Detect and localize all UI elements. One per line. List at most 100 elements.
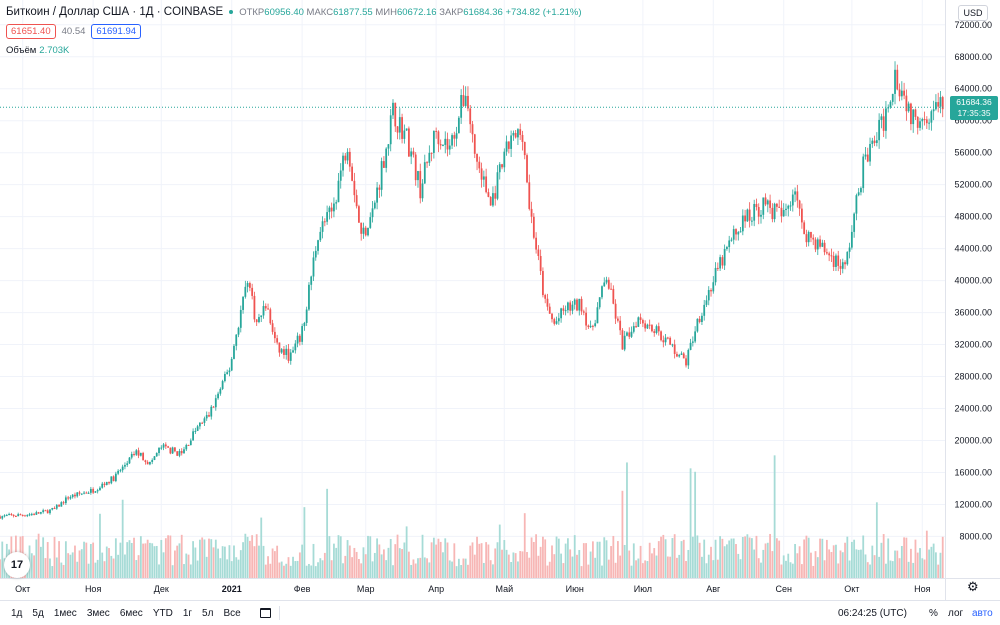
range-3m-button[interactable]: 3мес [86,607,110,619]
candle-body [83,492,85,494]
volume-bar [878,556,881,578]
volume-bar [587,564,590,578]
volume-bar [371,561,374,578]
volume-legend[interactable]: Объём 2.703K [6,45,69,56]
volume-bar [548,561,551,578]
last-price-value: 61684.36 [956,97,992,107]
volume-bar [710,546,712,578]
candle-body [124,464,126,467]
buy-price-button[interactable]: 61691.94 [91,24,142,39]
volume-bar [775,538,778,578]
volume-bar [464,558,467,578]
volume-bar [644,560,647,578]
candle-body [898,89,901,97]
candle-body [30,513,33,515]
candle-body [392,102,394,116]
volume-bar [510,562,513,578]
volume-bar [369,536,372,578]
candle-body [480,168,483,180]
volume-bar [496,542,499,578]
price-chart[interactable]: 8000.00 12000.00 16000.00 20000.00 24000.00 2… [0,0,1000,600]
candle-body [428,152,431,163]
candle-body [648,324,651,326]
candle-body [407,128,410,157]
candle-body [367,227,369,236]
volume-bar [630,565,633,578]
candle-body [705,300,708,305]
candle-body [744,215,746,222]
log-scale-toggle[interactable]: лог [948,607,964,619]
candle-body [510,135,513,149]
range-1d-button[interactable]: 1д [11,607,23,619]
volume-bar [446,542,449,578]
candle-body [87,492,90,494]
volume-bar [192,541,194,578]
x-tick-label: Июл [634,584,652,594]
candle-body [680,353,683,355]
candle-body [501,164,503,168]
calendar-icon[interactable] [259,608,271,618]
candle-body [208,415,210,417]
symbol-title[interactable]: Биткоин / Доллар США · 1Д · COINBASE [6,6,224,18]
candle-body [939,97,942,107]
volume-bar [666,556,669,578]
percent-scale-toggle[interactable]: % [929,607,938,619]
volume-bar [514,553,517,578]
candle-body [607,279,610,289]
candle-body [251,287,254,296]
volume-bar [46,542,49,578]
range-ytd-button[interactable]: YTD [152,607,173,619]
utc-clock[interactable]: 06:24:25 (UTC) [838,607,907,619]
x-tick-label: Сен [775,584,792,594]
volume-bar [78,550,81,578]
volume-bar [732,538,735,578]
range-5y-button[interactable]: 5л [202,607,214,619]
volume-bar [939,552,942,578]
volume-bar [196,560,199,578]
range-1m-button[interactable]: 1мес [53,607,77,619]
auto-scale-toggle[interactable]: авто [972,607,993,619]
candle-body [364,227,367,236]
volume-bar [380,554,383,578]
volume-bar [92,542,95,578]
candle-body [489,196,492,206]
candle-body [753,203,756,221]
volume-bar [669,556,672,578]
volume-bar [394,544,397,578]
candle-body [33,513,35,515]
volume-bar [676,557,678,578]
candle-body [687,349,690,366]
volume-bar [83,541,85,578]
volume-bar [814,551,817,578]
tradingview-logo-icon[interactable]: 17 [4,552,30,578]
candle-body [912,109,915,125]
volume-bar [269,563,272,578]
range-all-button[interactable]: Все [223,607,241,619]
candle-body [651,325,653,332]
range-6m-button[interactable]: 6мес [119,607,143,619]
candle-body [160,447,163,449]
currency-button[interactable]: USD [958,5,988,21]
volume-bar [830,552,833,578]
sell-price-button[interactable]: 61651.40 [6,24,56,39]
volume-bar [362,547,365,578]
candle-body [278,342,281,353]
candle-body [937,102,940,107]
volume-bar [662,534,665,578]
candle-body [853,213,856,232]
gear-icon[interactable]: ⚙ [967,579,979,594]
volume-bar [601,565,603,578]
candle-body [528,182,531,209]
volume-bar [42,537,45,578]
range-5d-button[interactable]: 5д [32,607,44,619]
volume-bar [910,548,912,578]
volume-bar [353,547,356,578]
volume-bar [217,548,219,578]
range-1y-button[interactable]: 1г [182,607,193,619]
candle-body [601,286,603,298]
candle-body [49,509,51,514]
candle-body [564,310,567,312]
volume-bar [880,542,883,578]
volume-bar [469,545,472,578]
volume-bar [412,559,415,578]
